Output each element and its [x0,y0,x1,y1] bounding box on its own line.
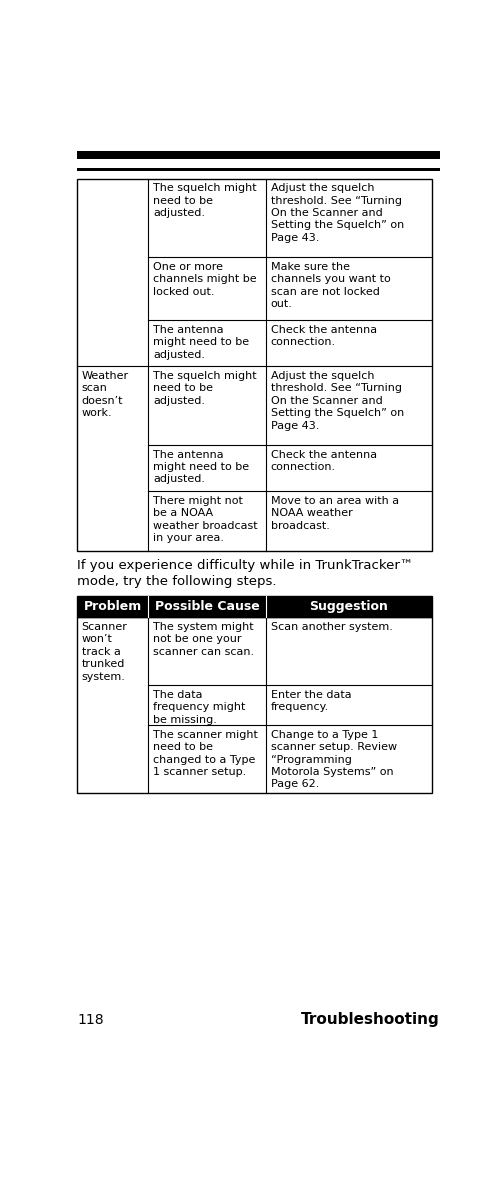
Text: Enter the data
frequency.: Enter the data frequency. [271,690,351,713]
Text: If you experience difficulty while in TrunkTracker™
mode, try the following step: If you experience difficulty while in Tr… [77,559,413,589]
Text: Move to an area with a
NOAA weather
broadcast.: Move to an area with a NOAA weather broa… [271,496,399,531]
Text: Problem: Problem [84,601,142,614]
Text: Troubleshooting: Troubleshooting [301,1012,439,1027]
Text: One or more
channels might be
locked out.: One or more channels might be locked out… [153,262,257,296]
Bar [77,617,432,793]
Text: Suggestion: Suggestion [309,601,389,614]
Text: Scan another system.: Scan another system. [271,622,393,632]
Text: There might not
be a NOAA
weather broadcast
in your area.: There might not be a NOAA weather broadc… [153,496,258,543]
Bar [77,168,439,171]
Text: Check the antenna
connection.: Check the antenna connection. [271,450,377,472]
Bar [77,596,432,617]
Text: The antenna
might need to be
adjusted.: The antenna might need to be adjusted. [153,450,249,485]
Bar [77,178,432,551]
Text: Make sure the
channels you want to
scan are not locked
out.: Make sure the channels you want to scan … [271,262,391,309]
Text: The data
frequency might
be missing.: The data frequency might be missing. [153,690,245,725]
Text: The squelch might
need to be
adjusted.: The squelch might need to be adjusted. [153,371,257,406]
Text: Check the antenna
connection.: Check the antenna connection. [271,324,377,347]
Text: Scanner
won’t
track a
trunked
system.: Scanner won’t track a trunked system. [82,622,128,682]
Text: Adjust the squelch
threshold. See “Turning
On the Scanner and
Setting the Squelc: Adjust the squelch threshold. See “Turni… [271,371,404,431]
Text: The system might
not be one your
scanner can scan.: The system might not be one your scanner… [153,622,254,657]
Text: The antenna
might need to be
adjusted.: The antenna might need to be adjusted. [153,324,249,360]
Text: Change to a Type 1
scanner setup. Review
“Programming
Motorola Systems” on
Page : Change to a Type 1 scanner setup. Review… [271,730,397,789]
Bar [77,151,439,158]
Text: Adjust the squelch
threshold. See “Turning
On the Scanner and
Setting the Squelc: Adjust the squelch threshold. See “Turni… [271,183,404,243]
Text: 118: 118 [77,1014,104,1027]
Text: Weather
scan
doesn’t
work.: Weather scan doesn’t work. [82,371,129,418]
Text: Possible Cause: Possible Cause [155,601,260,614]
Text: The squelch might
need to be
adjusted.: The squelch might need to be adjusted. [153,183,257,218]
Text: The scanner might
need to be
changed to a Type
1 scanner setup.: The scanner might need to be changed to … [153,730,258,778]
